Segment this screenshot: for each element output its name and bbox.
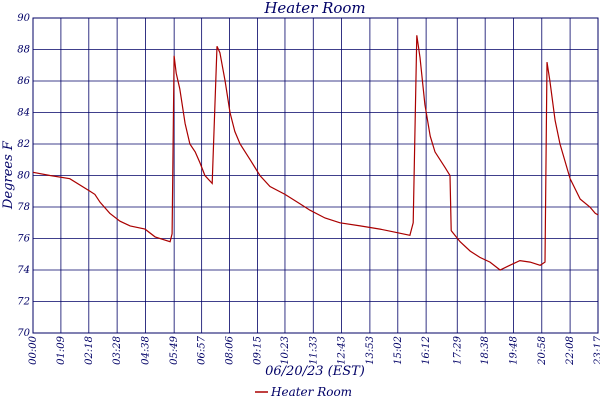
plot-border: [32, 17, 599, 334]
x-tick-label: 16:12: [421, 336, 432, 365]
x-tick-label: 01:09: [56, 335, 67, 364]
x-tick-label: 13:53: [365, 336, 376, 365]
y-tick-label: 74: [17, 265, 30, 276]
x-tick-label: 23:17: [593, 335, 600, 365]
data-line: [32, 35, 599, 271]
x-tick-label: 05:49: [169, 335, 180, 364]
x-tick-label: 04:38: [140, 336, 151, 365]
x-tick-label: 06:57: [197, 335, 208, 364]
y-axis-label: Degrees F: [1, 140, 16, 210]
x-tick-label: 20:58: [537, 336, 548, 366]
legend-label: Heater Room: [270, 385, 352, 399]
y-tick-label: 86: [17, 76, 30, 87]
x-tick-label: 10:23: [280, 336, 291, 365]
x-tick-label: 12:43: [337, 336, 348, 365]
x-tick-label: 00:00: [28, 335, 39, 364]
y-tick-label: 84: [17, 108, 30, 119]
x-tick-label: 02:18: [84, 336, 95, 365]
x-tick-label: 22:08: [565, 336, 576, 366]
x-tick-label: 17:29: [452, 335, 463, 364]
y-tick-label: 80: [17, 171, 30, 182]
x-tick-label: 09:15: [252, 336, 263, 365]
y-tick-label: 76: [17, 234, 30, 245]
chart-title: Heater Room: [263, 0, 365, 17]
y-tick-label: 82: [17, 139, 30, 150]
x-tick-label: 11:33: [308, 336, 319, 365]
y-tick-label: 78: [17, 202, 30, 213]
y-tick-label: 72: [17, 297, 30, 308]
x-tick-label: 15:02: [393, 336, 404, 365]
x-tick-label: 18:38: [480, 336, 491, 365]
y-tick-label: 70: [17, 328, 30, 339]
x-tick-label: 03:28: [112, 336, 123, 365]
x-tick-label: 19:48: [508, 336, 519, 365]
x-tick-label: 08:06: [225, 335, 236, 364]
x-axis-label: 06/20/23 (EST): [265, 364, 365, 379]
y-tick-label: 90: [17, 13, 30, 24]
y-tick-label: 88: [17, 45, 30, 56]
